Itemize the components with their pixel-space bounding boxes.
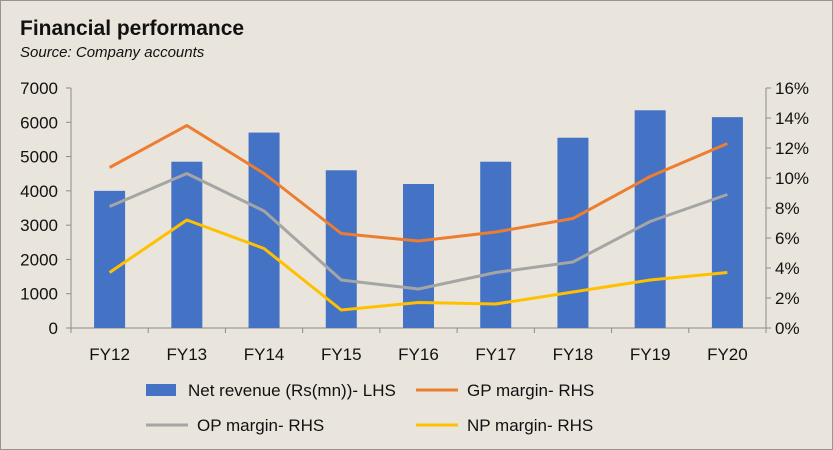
x-tick-label: FY20 [707,345,748,364]
right-tick-label: 6% [775,229,800,248]
legend-label: OP margin- RHS [197,416,324,435]
right-tick-label: 16% [775,79,809,98]
right-tick-label: 4% [775,259,800,278]
bar [171,161,203,328]
x-tick-label: FY12 [89,345,130,364]
bar [248,132,280,328]
x-tick-label: FY16 [398,345,439,364]
left-tick-label: 4000 [20,182,58,201]
bar [711,117,743,329]
series-line [108,124,728,243]
chart-subtitle: Source: Company accounts [20,44,205,61]
left-tick-label: 7000 [20,79,58,98]
x-tick-label: FY14 [244,345,285,364]
right-tick-label: 14% [775,109,809,128]
legend-label: GP margin- RHS [467,381,594,400]
right-tick-label: 2% [775,289,800,308]
series-line [108,218,728,312]
left-tick-label: 5000 [20,148,58,167]
right-tick-label: 8% [775,199,800,218]
x-tick-label: FY15 [321,345,362,364]
series-line [109,172,728,291]
x-tick-label: FY17 [475,345,516,364]
left-tick-label: 0 [49,319,58,338]
bar [403,184,434,328]
legend-swatch [146,384,176,396]
right-tick-label: 0% [775,319,800,338]
bar [325,170,357,328]
left-tick-label: 1000 [20,285,58,304]
legend-label: NP margin- RHS [467,416,593,435]
x-tick-label: FY13 [167,345,208,364]
left-tick-label: 2000 [20,250,58,269]
bar [480,161,512,328]
x-tick-label: FY18 [553,345,594,364]
left-tick-label: 6000 [20,113,58,132]
bar [94,190,126,328]
bar [557,137,589,328]
legend-label: Net revenue (Rs(mn))- LHS [188,381,396,400]
right-tick-label: 12% [775,139,809,158]
left-tick-label: 3000 [20,216,58,235]
x-tick-label: FY19 [630,345,671,364]
right-tick-label: 10% [775,169,809,188]
chart-title: Financial performance [20,17,245,40]
